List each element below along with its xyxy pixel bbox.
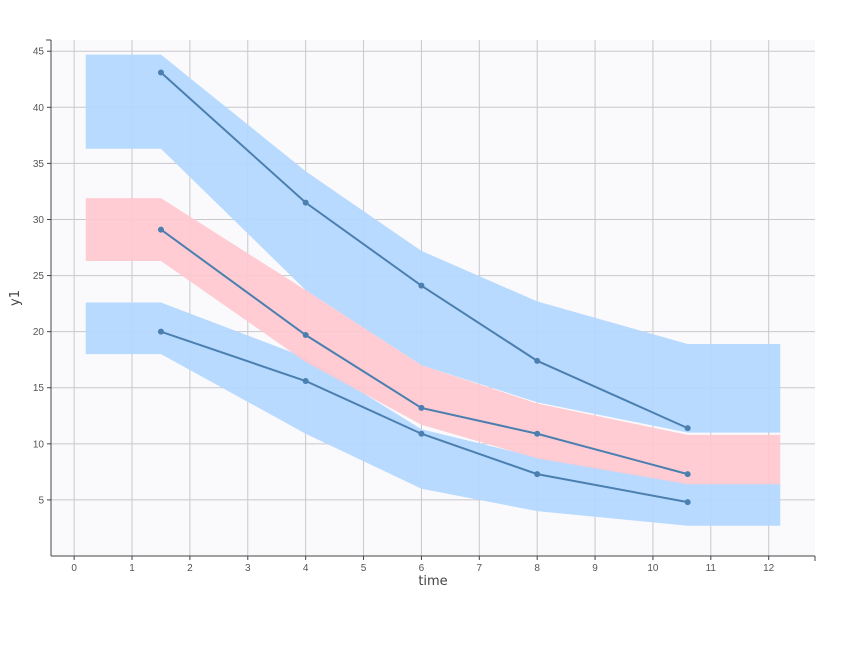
- data-point: [302, 199, 309, 206]
- y-tick-label: 30: [33, 215, 45, 226]
- data-point: [302, 378, 309, 385]
- interval-band-3: [85, 198, 781, 485]
- y-tick-label: 45: [33, 47, 45, 58]
- x-tick-label: 4: [303, 563, 309, 574]
- y-tick-label: 25: [33, 271, 45, 282]
- x-tick-label: 3: [245, 563, 251, 574]
- data-point: [157, 328, 164, 335]
- interval-band-1: [85, 54, 781, 433]
- y-tick-label: 15: [33, 383, 45, 394]
- data-point: [684, 425, 691, 432]
- x-tick-label: 12: [763, 563, 775, 574]
- y-tick-label: 20: [33, 327, 45, 338]
- data-point: [157, 69, 164, 76]
- series-layer: [157, 69, 691, 506]
- data-point: [418, 404, 425, 411]
- band-layer: [85, 54, 781, 526]
- data-point: [157, 226, 164, 233]
- data-point: [684, 499, 691, 506]
- x-tick-label: 6: [419, 563, 425, 574]
- data-point: [534, 357, 541, 364]
- data-point: [418, 430, 425, 437]
- y-tick-label: 5: [38, 495, 44, 506]
- x-tick-label: 0: [71, 563, 77, 574]
- x-tick-label: 9: [592, 563, 598, 574]
- y-axis-title: y1: [8, 290, 23, 306]
- y-tick-label: 35: [33, 159, 45, 170]
- data-point: [534, 430, 541, 437]
- y-tick-label: 10: [33, 439, 45, 450]
- data-point: [534, 471, 541, 478]
- x-tick-label: 7: [477, 563, 483, 574]
- data-point: [418, 282, 425, 289]
- x-tick-label: 8: [534, 563, 540, 574]
- x-tick-label: 11: [706, 563, 717, 574]
- x-tick-label: 10: [647, 563, 659, 574]
- x-axis-title: time: [418, 574, 447, 589]
- x-tick-label: 2: [187, 563, 193, 574]
- data-point: [684, 471, 691, 478]
- y-tick-label: 40: [33, 103, 45, 114]
- data-point: [302, 332, 309, 339]
- x-tick-label: 1: [129, 563, 135, 574]
- x-tick-label: 5: [361, 563, 367, 574]
